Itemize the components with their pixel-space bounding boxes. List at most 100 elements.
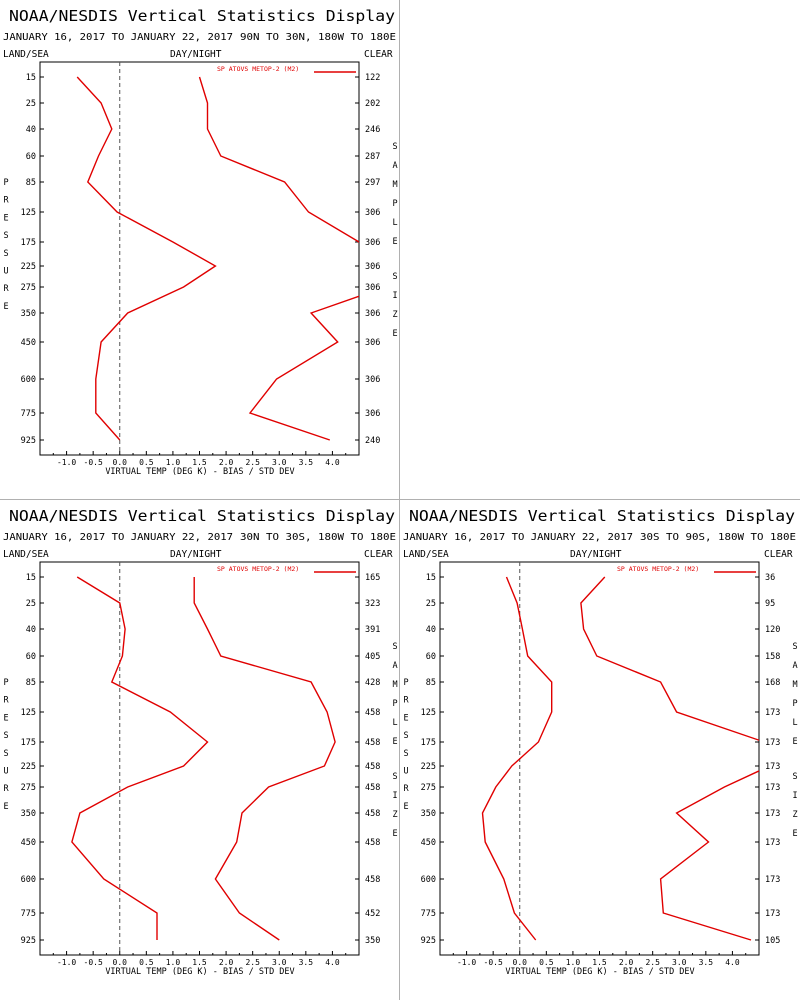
sample-size-label: 350 xyxy=(365,936,380,946)
x-tick-label: 2.0 xyxy=(619,958,634,967)
std-dev-series-line xyxy=(193,577,336,941)
sample-size-label: 297 xyxy=(365,178,380,188)
clear-label: CLEAR xyxy=(764,549,793,560)
pressure-axis-letter: E xyxy=(3,713,8,723)
sample-size-label: 458 xyxy=(365,783,380,793)
pressure-axis-letter: R xyxy=(3,284,9,294)
sample-size-axis-letter: M xyxy=(392,180,397,190)
x-tick-label: 2.5 xyxy=(245,458,260,467)
x-tick-label: 2.0 xyxy=(219,458,234,467)
sample-size-label: 287 xyxy=(365,152,380,162)
sample-size-axis-letter: P xyxy=(392,199,397,209)
pressure-axis-letter: S xyxy=(3,731,8,741)
sample-size-label: 173 xyxy=(765,783,780,793)
pressure-tick-label: 600 xyxy=(21,375,36,385)
pressure-axis-letter: S xyxy=(403,749,408,759)
pressure-tick-label: 925 xyxy=(21,936,36,946)
day-night-label: DAY/NIGHT xyxy=(170,549,222,560)
x-tick-label: 1.0 xyxy=(166,958,181,967)
x-tick-label: -0.5 xyxy=(484,958,503,967)
region-label: 30S TO 90S, 180W TO 180E xyxy=(640,532,796,543)
x-tick-label: 2.0 xyxy=(219,958,234,967)
pressure-tick-label: 125 xyxy=(21,208,36,218)
legend-label: SP ATOVS METOP-2 (M2) xyxy=(217,565,299,573)
pressure-tick-label: 225 xyxy=(21,262,36,272)
x-tick-label: -0.5 xyxy=(84,958,103,967)
sample-size-axis-letter: L xyxy=(392,718,397,728)
pressure-axis-letter: R xyxy=(3,784,9,794)
pressure-axis-letter: P xyxy=(3,178,8,188)
pressure-axis-letter: U xyxy=(3,767,8,777)
pressure-tick-label: 175 xyxy=(21,238,36,248)
bias-series-line xyxy=(71,576,209,940)
std-dev-series-line xyxy=(580,576,759,941)
x-axis-label: VIRTUAL TEMP (DEG K) - BIAS / STD DEV xyxy=(105,467,294,477)
sample-size-axis-letter: S xyxy=(392,272,397,282)
pressure-tick-label: 925 xyxy=(421,936,436,946)
pressure-tick-label: 40 xyxy=(26,625,36,635)
pressure-axis-letter: E xyxy=(3,302,8,312)
x-tick-label: -0.5 xyxy=(84,458,103,467)
pressure-tick-label: 40 xyxy=(426,625,436,635)
sample-size-axis-letter: S xyxy=(392,772,397,782)
sample-size-label: 458 xyxy=(365,762,380,772)
sample-size-axis-letter: L xyxy=(392,218,397,228)
land-sea-label: LAND/SEA xyxy=(3,49,49,60)
pressure-tick-label: 775 xyxy=(421,909,436,919)
sample-size-axis-letter: S xyxy=(792,772,797,782)
land-sea-label: LAND/SEA xyxy=(403,549,449,560)
horizontal-divider xyxy=(0,499,800,500)
sample-size-label: 405 xyxy=(365,652,380,662)
sample-size-axis-letter: E xyxy=(792,737,797,747)
sample-size-label: 306 xyxy=(365,208,380,218)
pressure-tick-label: 125 xyxy=(421,708,436,718)
sample-size-axis-letter: I xyxy=(392,291,397,301)
x-tick-label: 0.0 xyxy=(113,958,128,967)
x-tick-label: 1.0 xyxy=(566,958,581,967)
sample-size-label: 458 xyxy=(365,708,380,718)
sample-size-axis-letter: S xyxy=(392,142,397,152)
day-night-label: DAY/NIGHT xyxy=(170,49,222,60)
pressure-tick-label: 60 xyxy=(26,152,36,162)
sample-size-label: 173 xyxy=(765,875,780,885)
pressure-tick-label: 40 xyxy=(26,125,36,135)
sample-size-label: 122 xyxy=(365,73,380,83)
sample-size-label: 173 xyxy=(765,838,780,848)
pressure-tick-label: 85 xyxy=(426,678,436,688)
pressure-tick-label: 600 xyxy=(21,875,36,885)
x-tick-label: 3.0 xyxy=(272,958,287,967)
sample-size-label: 306 xyxy=(365,283,380,293)
pressure-tick-label: 350 xyxy=(421,809,436,819)
x-tick-label: 1.0 xyxy=(166,458,181,467)
clear-label: CLEAR xyxy=(364,49,393,60)
sample-size-axis-letter: E xyxy=(392,329,397,339)
pressure-tick-label: 450 xyxy=(21,338,36,348)
pressure-axis-letter: R xyxy=(3,196,9,206)
pressure-axis-letter: S xyxy=(3,231,8,241)
pressure-tick-label: 450 xyxy=(21,838,36,848)
date-range: JANUARY 16, 2017 TO JANUARY 22, 2017 xyxy=(3,532,233,543)
pressure-tick-label: 15 xyxy=(426,573,436,583)
plot-frame xyxy=(39,61,360,456)
date-range: JANUARY 16, 2017 TO JANUARY 22, 2017 xyxy=(3,32,233,43)
pressure-axis-letter: E xyxy=(3,802,8,812)
pressure-axis-letter: E xyxy=(403,713,408,723)
plot-frame xyxy=(39,561,360,956)
sample-size-label: 306 xyxy=(365,338,380,348)
sample-size-label: 458 xyxy=(365,838,380,848)
pressure-tick-label: 350 xyxy=(21,809,36,819)
sample-size-axis-letter: I xyxy=(392,791,397,801)
land-sea-label: LAND/SEA xyxy=(3,549,49,560)
pressure-tick-label: 60 xyxy=(26,652,36,662)
x-tick-label: -1.0 xyxy=(457,958,476,967)
x-tick-label: 3.0 xyxy=(672,958,687,967)
x-tick-label: 3.0 xyxy=(272,458,287,467)
x-tick-label: 3.5 xyxy=(699,958,714,967)
pressure-axis-letter: E xyxy=(3,213,8,223)
pressure-tick-label: 25 xyxy=(26,99,36,109)
pressure-tick-label: 225 xyxy=(421,762,436,772)
chart-title: NOAA/NESDIS Vertical Statistics Display xyxy=(9,7,395,25)
sample-size-label: 36 xyxy=(765,573,775,583)
sample-size-label: 202 xyxy=(365,99,380,109)
